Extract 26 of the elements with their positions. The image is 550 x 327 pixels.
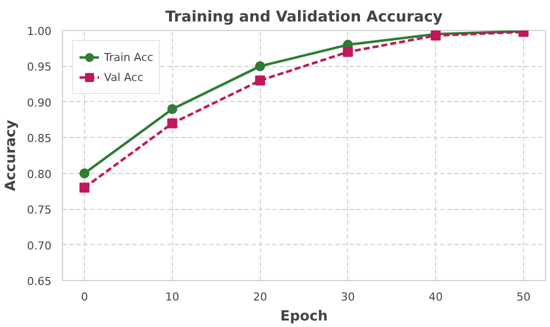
chart-title: Training and Validation Accuracy bbox=[165, 8, 443, 26]
point bbox=[255, 76, 266, 86]
legend-label: Val Acc bbox=[104, 70, 144, 84]
legend-label: Train Acc bbox=[104, 50, 154, 64]
x-tick-label: 40 bbox=[428, 290, 443, 304]
point bbox=[342, 46, 353, 57]
point bbox=[167, 104, 178, 114]
x-tick-label: 30 bbox=[340, 290, 355, 304]
y-tick-label: 0.75 bbox=[27, 204, 52, 217]
point bbox=[167, 118, 178, 128]
point bbox=[79, 182, 90, 193]
x-tick-label: 20 bbox=[253, 290, 268, 304]
y-tick-label: 0.80 bbox=[27, 168, 52, 181]
x-tick-label: 10 bbox=[165, 290, 180, 304]
x-axis-title: Epoch bbox=[280, 308, 328, 324]
y-tick-label: 0.90 bbox=[27, 96, 52, 110]
y-axis-title: Accuracy bbox=[3, 120, 20, 192]
y-tick-label: 0.85 bbox=[27, 132, 52, 146]
point bbox=[79, 168, 90, 178]
y-tick-label: 0.70 bbox=[27, 239, 52, 252]
x-tick-label: 0 bbox=[80, 290, 88, 304]
y-tick-label: 0.95 bbox=[27, 60, 52, 74]
x-tick-label: 50 bbox=[516, 290, 531, 304]
y-tick-label: 0.65 bbox=[27, 275, 52, 288]
point bbox=[255, 61, 266, 72]
y-tick-label: 1.00 bbox=[27, 25, 52, 38]
